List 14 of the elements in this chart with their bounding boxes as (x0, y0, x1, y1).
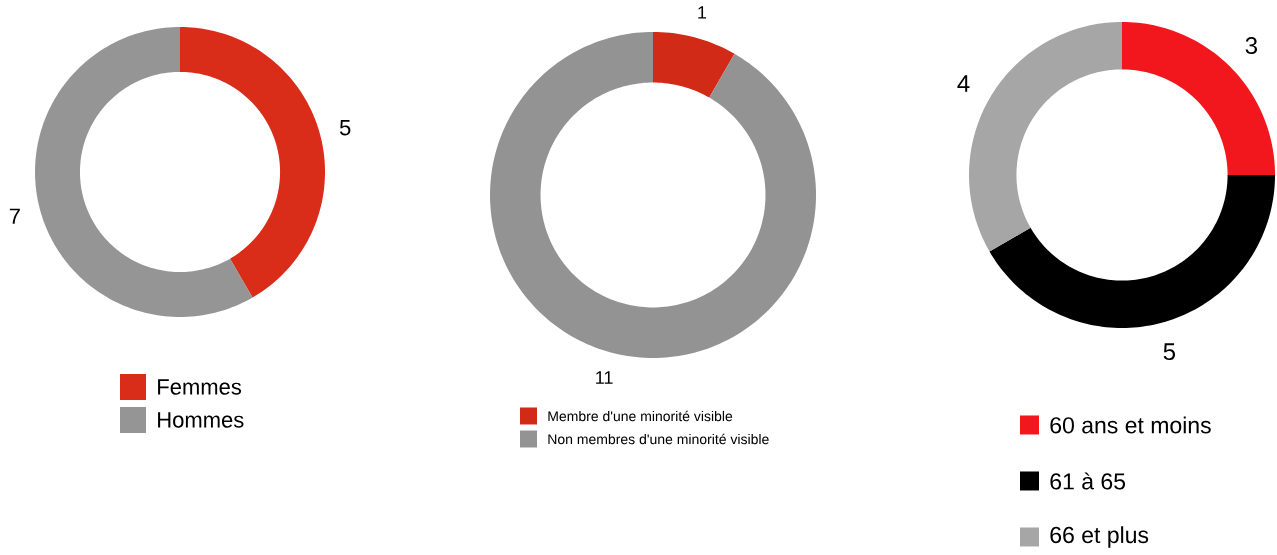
legend-label: Hommes (158, 412, 244, 428)
legend-label: Femmes (158, 379, 242, 395)
data-label: 1 (698, 6, 707, 19)
legend-label: Non membres d'une minorité visible (548, 433, 769, 445)
data-label: 7 (9, 208, 20, 224)
legend-label: 61 à 65 (1050, 472, 1126, 490)
legend-label: Membre d'une minorité visible (548, 410, 733, 422)
data-label: 4 (957, 75, 970, 92)
data-label: 3 (1245, 37, 1258, 55)
legend-label: 66 et plus (1050, 526, 1149, 548)
data-label: 5 (339, 120, 351, 136)
legend-label: 60 ans et moins (1050, 416, 1211, 434)
data-label: 5 (1163, 343, 1176, 361)
data-label: 11 (596, 371, 613, 384)
